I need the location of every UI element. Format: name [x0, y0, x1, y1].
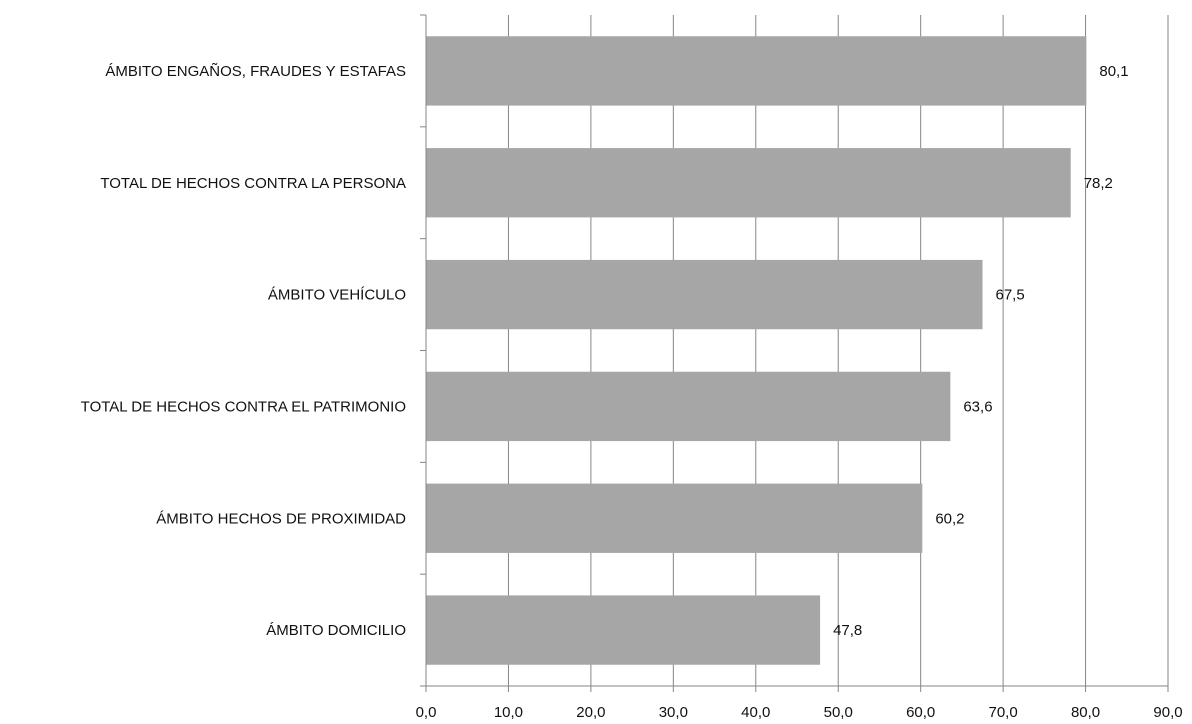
x-tick-label: 40,0	[741, 704, 770, 721]
category-label: TOTAL DE HECHOS CONTRA LA PERSONA	[100, 175, 406, 192]
bar-value-label: 63,6	[963, 398, 992, 415]
category-label: ÁMBITO DOMICILIO	[266, 622, 406, 639]
bar	[426, 259, 983, 330]
category-label: ÁMBITO ENGAÑOS, FRAUDES Y ESTAFAS	[105, 63, 406, 80]
x-tick-label: 20,0	[576, 704, 605, 721]
bar-value-label: 47,8	[833, 622, 862, 639]
category-label: ÁMBITO HECHOS DE PROXIMIDAD	[156, 510, 406, 527]
bar	[426, 36, 1087, 106]
bar-value-label: 78,2	[1084, 175, 1113, 192]
x-tick-label: 0,0	[416, 704, 437, 721]
bar-value-label: 60,2	[935, 510, 964, 527]
x-tick-label: 30,0	[659, 704, 688, 721]
bars	[426, 36, 1087, 665]
category-label: TOTAL DE HECHOS CONTRA EL PATRIMONIO	[81, 398, 406, 415]
tick-labels: 0,0 10,0 20,0 30,0 40,0 50,0 60,0 70,0 80,0 90,0	[416, 704, 1183, 721]
category-labels: ÁMBITO ENGAÑOS, FRAUDES Y ESTAFAS TOTAL D…	[81, 63, 406, 639]
x-tick-label: 70,0	[989, 704, 1018, 721]
bar	[426, 148, 1071, 218]
category-label: ÁMBITO VEHÍCULO	[268, 287, 406, 304]
bar-value-label: 67,5	[996, 287, 1025, 304]
bar	[426, 371, 951, 442]
axes	[420, 14, 1169, 692]
gridlines	[507, 15, 1169, 686]
value-labels: 80,1 78,2 67,5 63,6 60,2 47,8	[833, 63, 1128, 639]
x-tick-label: 90,0	[1153, 704, 1182, 721]
bar	[426, 595, 821, 665]
x-tick-label: 10,0	[494, 704, 523, 721]
x-tick-label: 50,0	[824, 704, 853, 721]
bar-value-label: 80,1	[1099, 63, 1128, 80]
x-tick-label: 80,0	[1071, 704, 1100, 721]
bar	[426, 483, 923, 553]
x-tick-label: 60,0	[906, 704, 935, 721]
